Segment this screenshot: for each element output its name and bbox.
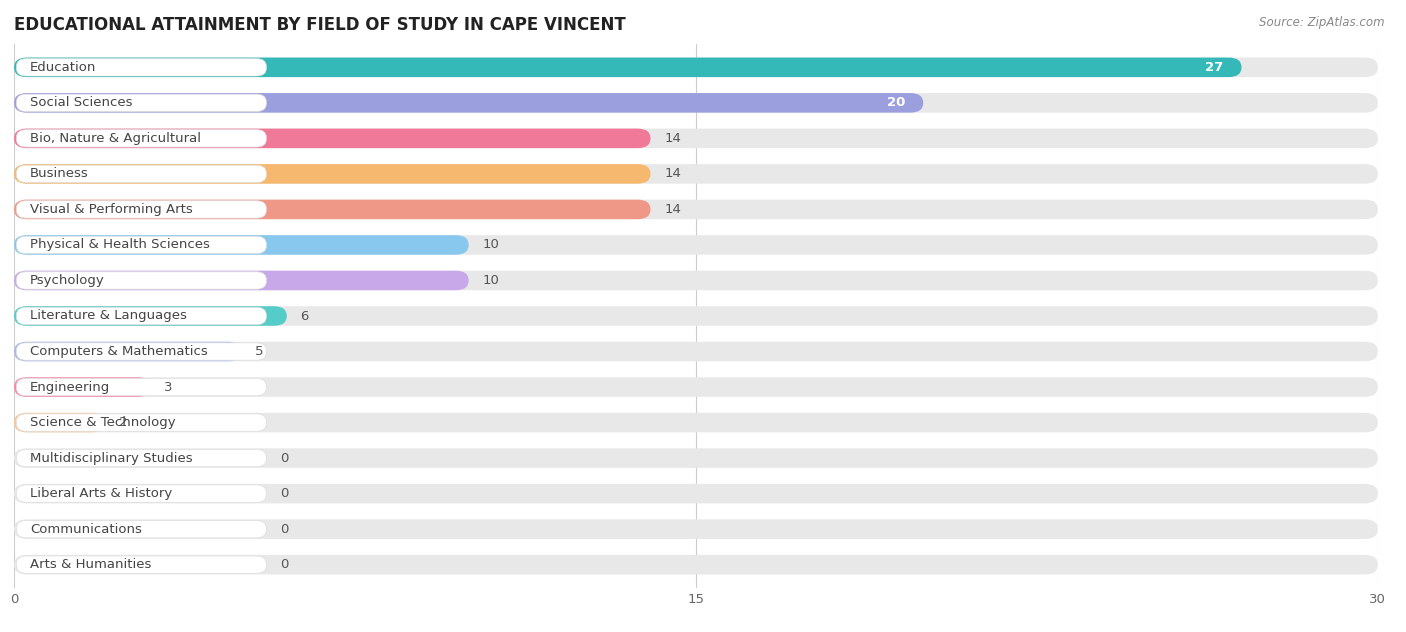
Text: 0: 0 [280, 487, 288, 500]
FancyBboxPatch shape [14, 413, 1378, 432]
Text: 27: 27 [1205, 61, 1223, 74]
FancyBboxPatch shape [14, 342, 1378, 362]
FancyBboxPatch shape [17, 520, 266, 538]
FancyBboxPatch shape [17, 449, 266, 467]
Text: 20: 20 [887, 96, 905, 109]
FancyBboxPatch shape [14, 200, 651, 219]
FancyBboxPatch shape [14, 93, 924, 112]
FancyBboxPatch shape [17, 59, 266, 76]
FancyBboxPatch shape [14, 164, 1378, 184]
FancyBboxPatch shape [14, 128, 651, 148]
FancyBboxPatch shape [14, 58, 1241, 77]
FancyBboxPatch shape [17, 379, 266, 396]
FancyBboxPatch shape [17, 94, 266, 112]
FancyBboxPatch shape [14, 484, 1378, 504]
Text: 14: 14 [664, 203, 681, 216]
FancyBboxPatch shape [14, 555, 1378, 574]
Text: 0: 0 [280, 452, 288, 465]
Text: 3: 3 [165, 380, 173, 394]
FancyBboxPatch shape [14, 164, 651, 184]
Text: Physical & Health Sciences: Physical & Health Sciences [30, 238, 209, 252]
Text: Psychology: Psychology [30, 274, 104, 287]
Text: Literature & Languages: Literature & Languages [30, 310, 187, 322]
FancyBboxPatch shape [17, 343, 266, 360]
FancyBboxPatch shape [17, 485, 266, 502]
Text: Visual & Performing Arts: Visual & Performing Arts [30, 203, 193, 216]
FancyBboxPatch shape [17, 556, 266, 573]
Text: Engineering: Engineering [30, 380, 110, 394]
FancyBboxPatch shape [14, 200, 1378, 219]
Text: 0: 0 [280, 523, 288, 536]
Text: Social Sciences: Social Sciences [30, 96, 132, 109]
Text: Liberal Arts & History: Liberal Arts & History [30, 487, 172, 500]
FancyBboxPatch shape [17, 272, 266, 289]
FancyBboxPatch shape [17, 307, 266, 325]
FancyBboxPatch shape [14, 377, 150, 397]
FancyBboxPatch shape [14, 413, 105, 432]
Text: Communications: Communications [30, 523, 142, 536]
FancyBboxPatch shape [14, 93, 1378, 112]
FancyBboxPatch shape [17, 414, 266, 431]
Text: 6: 6 [301, 310, 309, 322]
FancyBboxPatch shape [17, 130, 266, 147]
Text: Computers & Mathematics: Computers & Mathematics [30, 345, 208, 358]
FancyBboxPatch shape [14, 128, 1378, 148]
Text: Business: Business [30, 167, 89, 180]
FancyBboxPatch shape [17, 165, 266, 183]
Text: Multidisciplinary Studies: Multidisciplinary Studies [30, 452, 193, 465]
FancyBboxPatch shape [14, 270, 468, 290]
FancyBboxPatch shape [14, 58, 1378, 77]
FancyBboxPatch shape [14, 307, 287, 325]
FancyBboxPatch shape [14, 377, 1378, 397]
FancyBboxPatch shape [14, 235, 1378, 255]
FancyBboxPatch shape [14, 342, 242, 362]
Text: 2: 2 [118, 416, 127, 429]
Text: 14: 14 [664, 132, 681, 145]
FancyBboxPatch shape [14, 520, 1378, 539]
FancyBboxPatch shape [17, 201, 266, 218]
FancyBboxPatch shape [14, 270, 1378, 290]
Text: Science & Technology: Science & Technology [30, 416, 176, 429]
Text: 5: 5 [254, 345, 263, 358]
Text: 10: 10 [482, 274, 499, 287]
FancyBboxPatch shape [17, 236, 266, 253]
Text: Education: Education [30, 61, 97, 74]
FancyBboxPatch shape [14, 235, 468, 255]
Text: EDUCATIONAL ATTAINMENT BY FIELD OF STUDY IN CAPE VINCENT: EDUCATIONAL ATTAINMENT BY FIELD OF STUDY… [14, 16, 626, 34]
Text: Bio, Nature & Agricultural: Bio, Nature & Agricultural [30, 132, 201, 145]
Text: Arts & Humanities: Arts & Humanities [30, 558, 152, 571]
Text: 10: 10 [482, 238, 499, 252]
FancyBboxPatch shape [14, 307, 1378, 325]
FancyBboxPatch shape [14, 448, 1378, 468]
Text: 14: 14 [664, 167, 681, 180]
Text: 0: 0 [280, 558, 288, 571]
Text: Source: ZipAtlas.com: Source: ZipAtlas.com [1260, 16, 1385, 29]
